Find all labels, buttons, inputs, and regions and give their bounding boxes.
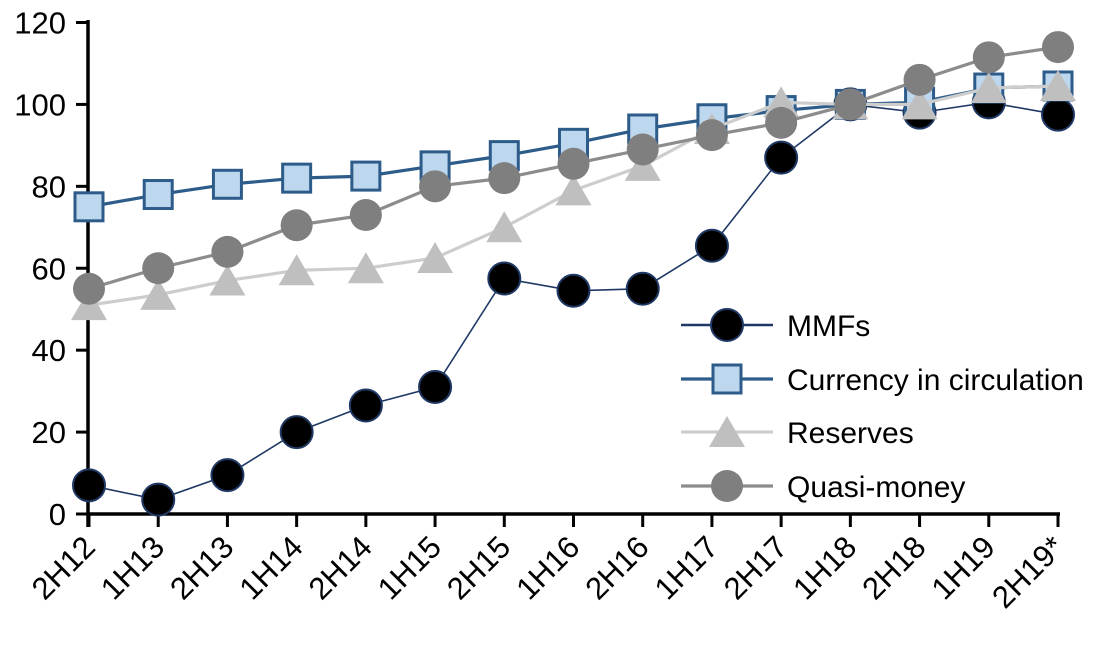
y-axis-tick-label: 0 xyxy=(49,497,66,532)
marker-mmfs-1h17 xyxy=(694,228,729,263)
marker-quasi-money-2h15 xyxy=(488,162,521,195)
series-quasi-money xyxy=(73,31,1074,305)
marker-reserves-1h16 xyxy=(555,174,592,206)
legend-label-reserves: Reserves xyxy=(787,417,914,450)
marker-currency-in-circulation-2h13 xyxy=(211,168,243,200)
marker-reserves-2h13 xyxy=(209,264,246,296)
x-axis-tick-label: 2H14 xyxy=(302,529,379,606)
marker-currency-in-circulation-1h13 xyxy=(142,179,174,211)
series-mmfs xyxy=(72,85,1075,517)
marker-mmfs-2h19 xyxy=(1041,97,1075,132)
x-axis-tick-label: 2H12 xyxy=(25,529,102,606)
x-axis-tick-label: 1H17 xyxy=(648,529,725,606)
marker-reserves-1h19 xyxy=(970,72,1007,104)
marker-reserves-1h14 xyxy=(278,254,315,286)
marker-quasi-money-2h14 xyxy=(349,199,382,232)
legend-item-mmfs: MMFs xyxy=(681,308,870,343)
x-axis-tick-label: 2H19* xyxy=(985,529,1071,615)
marker-quasi-money-2h13 xyxy=(211,235,244,268)
legend-label-quasi-money: Quasi-money xyxy=(787,471,965,504)
marker-mmfs-1h13 xyxy=(141,482,176,517)
legend-item-reserves: Reserves xyxy=(681,416,914,450)
x-axis-tick-label: 2H15 xyxy=(440,529,517,606)
legend-label-currency-in-circulation: Currency in circulation xyxy=(787,364,1084,397)
marker-reserves-1h15 xyxy=(417,242,454,274)
legend-label-mmfs: MMFs xyxy=(787,310,870,343)
legend: MMFs Currency in circulation Reserves Quasi… xyxy=(681,308,1084,504)
marker-mmfs-2h14 xyxy=(348,388,383,423)
marker-quasi-money-2h16 xyxy=(626,133,659,166)
marker-quasi-money-1h14 xyxy=(280,209,313,242)
marker-quasi-money-2h17 xyxy=(765,106,798,139)
marker-mmfs-1h15 xyxy=(418,370,453,405)
marker-reserves-1h13 xyxy=(140,278,177,310)
y-axis-tick-label: 60 xyxy=(32,251,66,286)
marker-quasi-money-2h18 xyxy=(903,63,936,96)
legend-marker-currency-in-circulation xyxy=(711,363,743,395)
x-axis-tick-label: 2H16 xyxy=(579,529,656,606)
marker-mmfs-1h14 xyxy=(279,415,314,450)
y-axis-tick-label: 100 xyxy=(14,87,66,122)
legend-marker-quasi-money xyxy=(711,470,743,502)
x-axis-tick-label: 1H15 xyxy=(371,529,448,606)
marker-quasi-money-2h19 xyxy=(1042,31,1074,64)
y-axis-tick-label: 40 xyxy=(32,333,66,368)
y-axis-tick-label: 80 xyxy=(32,169,66,204)
marker-mmfs-2h17 xyxy=(764,140,799,175)
marker-quasi-money-2h12 xyxy=(73,272,105,305)
series-reserves xyxy=(71,69,1076,321)
marker-mmfs-2h15 xyxy=(487,261,522,296)
x-axis-tick-label: 2H18 xyxy=(855,529,932,606)
x-axis-tick-label: 1H13 xyxy=(94,529,171,606)
x-axis-tick-label: 2H17 xyxy=(717,529,794,606)
legend-item-currency-in-circulation: Currency in circulation xyxy=(681,363,1084,397)
marker-mmfs-2h13 xyxy=(210,458,245,493)
marker-quasi-money-1h13 xyxy=(142,252,175,285)
marker-mmfs-1h16 xyxy=(556,273,591,308)
marker-reserves-2h14 xyxy=(347,252,384,284)
marker-currency-in-circulation-2h12 xyxy=(73,191,105,223)
marker-mmfs-2h16 xyxy=(625,271,660,306)
marker-reserves-2h15 xyxy=(486,211,523,243)
legend-marker-reserves xyxy=(709,416,745,447)
marker-quasi-money-1h16 xyxy=(557,147,590,180)
x-axis-tick-label: 1H14 xyxy=(232,529,309,606)
marker-reserves-2h19 xyxy=(1040,69,1076,101)
marker-reserves-2h17 xyxy=(763,86,800,118)
marker-mmfs-2h12 xyxy=(72,468,106,503)
marker-quasi-money-1h19 xyxy=(972,41,1005,74)
legend-marker-mmfs xyxy=(710,308,744,342)
marker-quasi-money-1h15 xyxy=(419,170,452,203)
marker-currency-in-circulation-1h14 xyxy=(281,162,313,194)
marker-currency-in-circulation-2h14 xyxy=(350,160,382,192)
x-axis-tick-label: 2H13 xyxy=(163,529,240,606)
y-axis-tick-label: 20 xyxy=(32,415,66,450)
legend-item-quasi-money: Quasi-money xyxy=(681,470,965,504)
marker-reserves-2h18 xyxy=(901,88,938,120)
x-axis-tick-label: 1H16 xyxy=(509,529,586,606)
marker-quasi-money-1h18 xyxy=(834,88,867,121)
x-axis-tick-label: 1H18 xyxy=(786,529,863,606)
marker-quasi-money-1h17 xyxy=(695,119,728,152)
y-axis-tick-label: 120 xyxy=(14,6,66,41)
